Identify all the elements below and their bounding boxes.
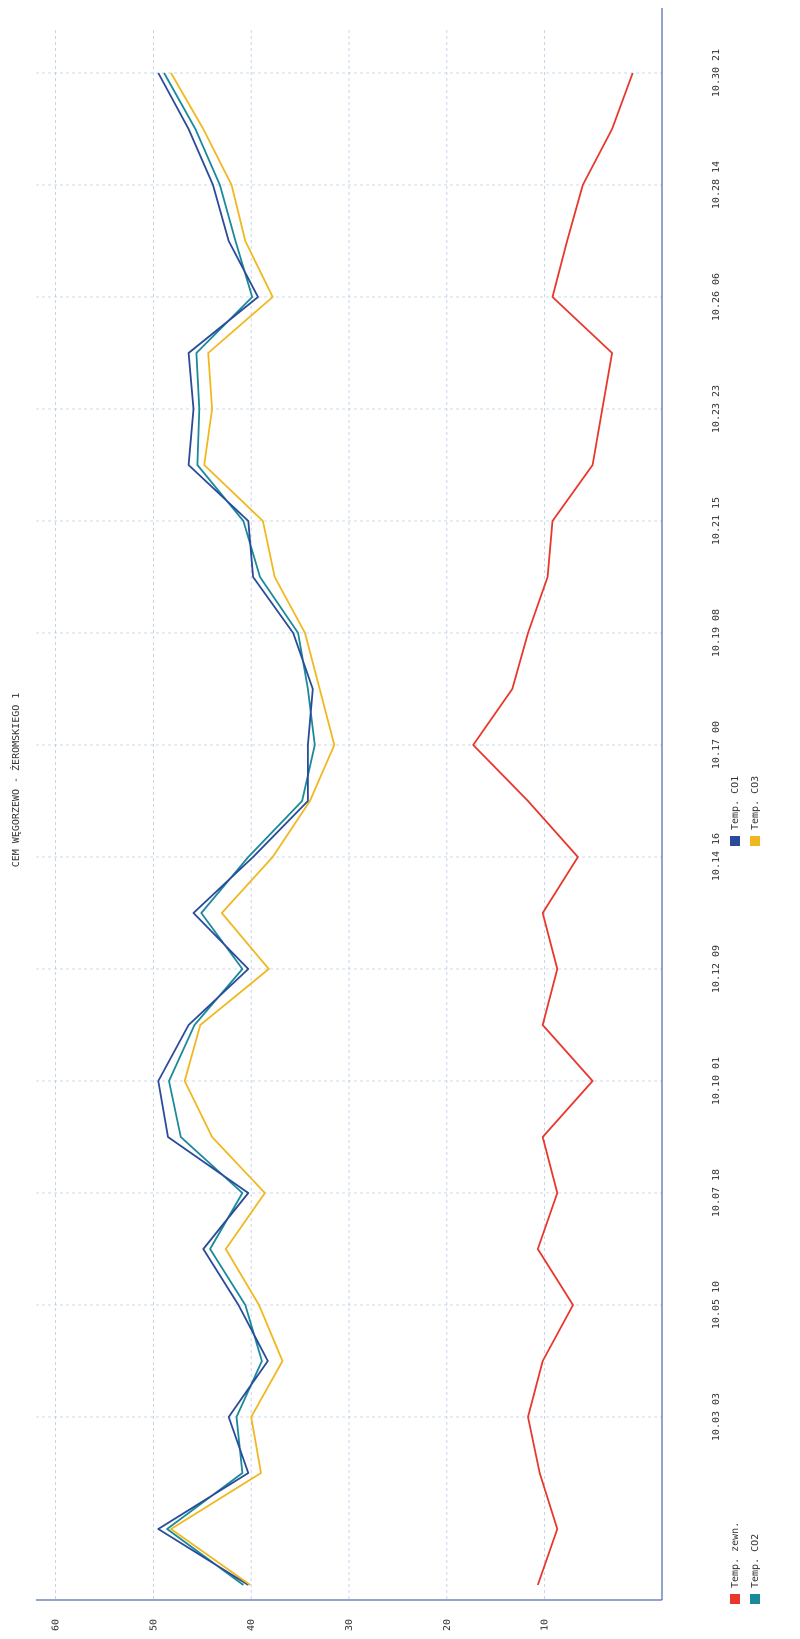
series-line [170,72,336,1586]
x-tick-label: 10.28 14 [711,161,722,209]
series-line [157,72,314,1586]
x-tick-label: 10.30 21 [711,49,722,97]
chart-title: CEM WĘGORZEWO - ŻEROMSKIEGO 1 [9,693,22,868]
x-tick-label: 10.05 10 [711,1281,722,1329]
series-line [472,72,634,1586]
y-tick-label: 60 [51,1619,62,1631]
x-tick-label: 10.17 00 [711,721,722,769]
legend-label: Temp. CO1 [730,776,741,830]
x-tick-label: 10.21 15 [711,497,722,545]
x-tick-label: 10.03 03 [711,1393,722,1441]
x-tick-label: 10.12 09 [711,945,722,993]
y-tick-label: 40 [246,1619,257,1631]
x-tick-label: 10.14 16 [711,833,722,881]
y-tick-label: 20 [442,1619,453,1631]
y-tick-label: 10 [540,1619,551,1631]
legend-label: Temp. CO2 [750,1534,761,1588]
x-tick-label: 10.10 01 [711,1057,722,1105]
legend-swatch [750,1594,760,1604]
x-tick-label: 10.19 08 [711,609,722,657]
legend-swatch [730,1594,740,1604]
legend-label: Temp. CO3 [750,776,761,830]
legend-swatch [750,836,760,846]
y-tick-label: 50 [148,1619,159,1631]
x-tick-label: 10.23 23 [711,385,722,433]
y-tick-label: 30 [344,1619,355,1631]
legend-label: Temp. zewn. [730,1522,741,1588]
legend-swatch [730,836,740,846]
x-tick-label: 10.26 06 [711,273,722,321]
x-tick-label: 10.07 18 [711,1169,722,1217]
